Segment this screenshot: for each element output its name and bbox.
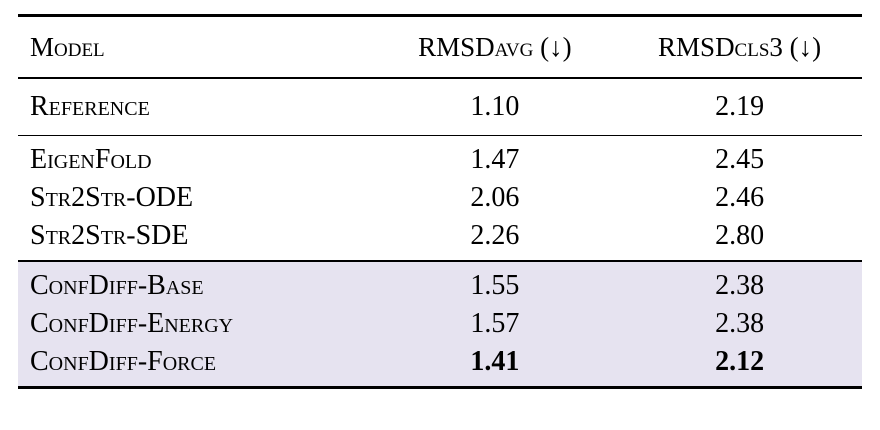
table-row: ConfDiff-Force 1.41 2.12: [18, 343, 862, 381]
baselines-group: EigenFold 1.47 2.45 Str2Str-ODE 2.06 2.4…: [18, 136, 862, 260]
rmsd-avg-cell: 1.10: [470, 90, 520, 122]
table-row: ConfDiff-Base 1.55 2.38: [18, 267, 862, 305]
rmsd-avg-cell: 1.41: [470, 345, 520, 377]
rmsd-cls3-cell: 2.46: [715, 182, 765, 213]
table-row: ConfDiff-Energy 1.57 2.38: [18, 305, 862, 343]
top-rule: [18, 14, 862, 17]
rmsd-cls3-cell: 2.38: [715, 307, 765, 339]
bottom-rule: [18, 385, 862, 389]
baselines-rule: [18, 260, 862, 262]
rmsd-cls3-cell: 2.38: [715, 269, 765, 301]
rmsd-avg-cell: 1.47: [470, 144, 520, 175]
table-row: EigenFold 1.47 2.45: [18, 141, 862, 179]
table-row: Str2Str-SDE 2.26 2.80: [18, 217, 862, 255]
header-model: Model: [30, 32, 105, 62]
model-cell: ConfDiff-Force: [30, 345, 217, 377]
header-rmsd-cls3: RMSDcls3 (↓): [658, 32, 822, 62]
rmsd-cls3-cell: 2.19: [715, 90, 765, 122]
model-cell: Str2Str-ODE: [30, 182, 194, 213]
rmsd-avg-cell: 2.26: [470, 220, 520, 251]
rmsd-avg-cell: 2.06: [470, 182, 520, 213]
header-rmsd-avg: RMSDavg (↓): [418, 32, 572, 62]
rmsd-cls3-cell: 2.80: [715, 220, 765, 251]
table-row: Reference 1.10 2.19: [18, 79, 862, 135]
model-cell: Reference: [30, 90, 150, 122]
results-table: Model RMSDavg (↓) RMSDcls3 (↓) Reference…: [18, 14, 862, 389]
rmsd-cls3-cell: 2.12: [715, 345, 765, 377]
model-cell: EigenFold: [30, 144, 152, 175]
table-row: Str2Str-ODE 2.06 2.46: [18, 179, 862, 217]
rmsd-cls3-cell: 2.45: [715, 144, 765, 175]
model-cell: ConfDiff-Energy: [30, 307, 234, 339]
confdiff-group: ConfDiff-Base 1.55 2.38 ConfDiff-Energy …: [18, 261, 862, 386]
model-cell: ConfDiff-Base: [30, 269, 204, 301]
reference-rule: [18, 134, 862, 136]
rmsd-avg-cell: 1.55: [470, 269, 520, 301]
table-header-row: Model RMSDavg (↓) RMSDcls3 (↓): [18, 17, 862, 77]
model-cell: Str2Str-SDE: [30, 220, 189, 251]
header-rule: [18, 77, 862, 79]
rmsd-avg-cell: 1.57: [470, 307, 520, 339]
